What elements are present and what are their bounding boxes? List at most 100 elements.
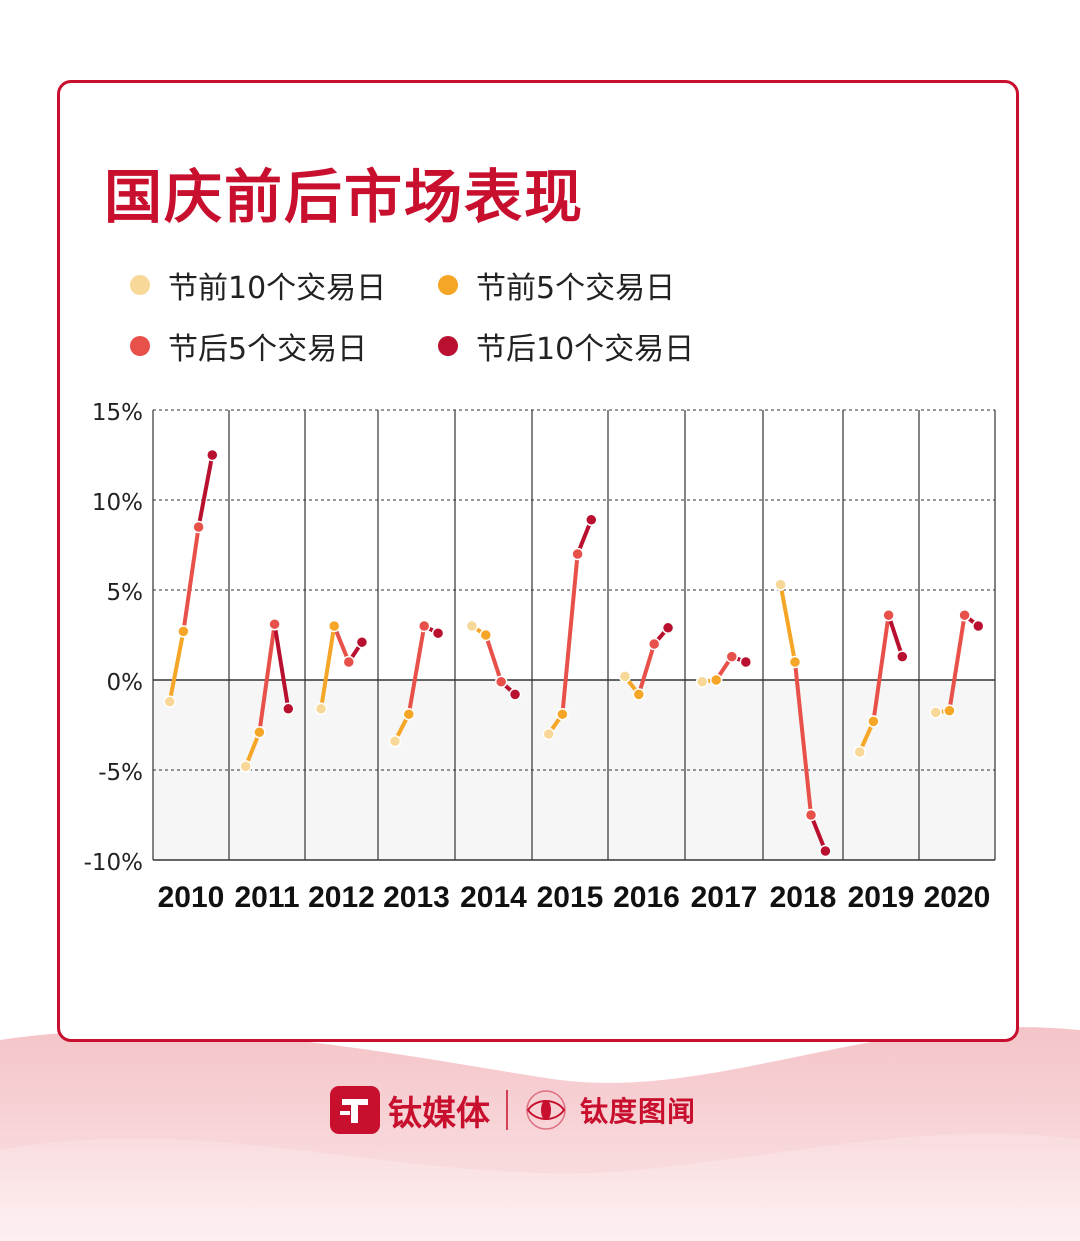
data-point-节前10个交易日 — [388, 734, 402, 748]
x-tick-label: 2019 — [848, 881, 915, 914]
data-point-节后5个交易日 — [342, 655, 356, 669]
data-point-节前5个交易日 — [327, 619, 341, 633]
data-point-节后10个交易日 — [585, 513, 598, 527]
data-point-节后10个交易日 — [739, 655, 753, 669]
x-tick-label: 2012 — [308, 881, 375, 914]
data-point-节后10个交易日 — [661, 621, 675, 635]
series-segment — [871, 613, 891, 724]
data-point-节前10个交易日 — [618, 670, 632, 683]
legend-label-before10: 节前10个交易日 — [168, 271, 387, 306]
legend-dot-after5 — [130, 336, 150, 356]
series-segment — [257, 622, 277, 735]
x-tick-label: 2013 — [383, 881, 450, 914]
legend-item-before5: 节前5个交易日 — [438, 265, 676, 306]
eye-logo-icon — [526, 1090, 566, 1130]
series-segment — [406, 624, 427, 717]
x-tick-label: 2011 — [234, 881, 299, 914]
data-point-节前5个交易日 — [556, 707, 569, 721]
data-point-节前5个交易日 — [402, 707, 416, 721]
x-tick-label: 2016 — [613, 881, 680, 914]
data-point-节后5个交易日 — [192, 520, 205, 534]
series-segment — [181, 525, 201, 634]
data-point-节后5个交易日 — [882, 608, 895, 622]
y-tick-label: -10% — [84, 850, 143, 876]
series-segment — [167, 629, 186, 704]
series-segment — [636, 642, 657, 697]
data-point-节前10个交易日 — [929, 706, 942, 719]
legend-item-after5: 节后5个交易日 — [130, 326, 368, 367]
legend-dot-before5 — [438, 275, 458, 295]
data-point-节前10个交易日 — [695, 675, 709, 689]
legend-item-after10: 节后10个交易日 — [438, 326, 695, 367]
x-tick-label: 2017 — [691, 881, 758, 914]
data-point-节后10个交易日 — [819, 844, 832, 858]
data-point-节前10个交易日 — [314, 702, 328, 716]
series-segment — [560, 552, 580, 717]
data-point-节后5个交易日 — [647, 637, 661, 651]
data-point-节后10个交易日 — [355, 635, 369, 649]
data-point-节后10个交易日 — [972, 619, 985, 633]
data-point-节后5个交易日 — [268, 617, 281, 631]
data-point-节后10个交易日 — [896, 650, 909, 663]
brand-name: 钛媒体 — [388, 1093, 490, 1134]
series-segment — [809, 813, 828, 853]
legend-dot-after10 — [438, 336, 458, 356]
data-point-节后5个交易日 — [958, 608, 971, 622]
chart-card — [57, 80, 1019, 1042]
data-point-节后5个交易日 — [417, 619, 431, 633]
data-point-节后5个交易日 — [571, 547, 584, 561]
data-point-节前10个交易日 — [465, 619, 479, 633]
data-point-节后10个交易日 — [282, 702, 295, 716]
data-point-节前10个交易日 — [542, 727, 555, 741]
data-point-节后5个交易日 — [494, 675, 508, 689]
y-tick-label: 15% — [92, 400, 143, 426]
data-point-节前5个交易日 — [709, 673, 723, 687]
series-segment — [886, 613, 905, 659]
legend-label-after10: 节后10个交易日 — [476, 332, 695, 367]
series-segment — [196, 453, 215, 529]
sub-brand-name: 钛度图闻 — [580, 1095, 697, 1128]
series-segment — [483, 633, 504, 684]
data-point-节前10个交易日 — [163, 695, 176, 708]
series-segment — [319, 624, 337, 711]
data-point-节前5个交易日 — [479, 628, 493, 642]
footer-divider — [506, 1090, 508, 1130]
x-tick-label: 2018 — [770, 881, 837, 914]
data-point-节前10个交易日 — [239, 760, 252, 773]
legend-label-before5: 节前5个交易日 — [476, 271, 676, 306]
series-segment — [793, 660, 813, 817]
series-segment — [778, 582, 797, 664]
series-segment — [947, 613, 967, 713]
data-point-节前5个交易日 — [867, 715, 880, 728]
y-tick-label: -5% — [98, 760, 143, 786]
x-tick-label: 2020 — [924, 881, 991, 914]
footer-logo: 钛媒体 钛度图闻 — [330, 1085, 696, 1135]
data-point-节后10个交易日 — [431, 626, 445, 640]
data-point-节前5个交易日 — [943, 704, 956, 717]
x-tick-label: 2015 — [537, 881, 604, 914]
data-point-节前5个交易日 — [632, 688, 646, 701]
data-point-节前5个交易日 — [253, 725, 266, 739]
brand-logo-icon — [330, 1086, 380, 1134]
x-tick-label: 2014 — [460, 881, 527, 914]
legend-label-after5: 节后5个交易日 — [168, 332, 368, 367]
y-tick-label: 10% — [92, 490, 143, 516]
data-point-节后10个交易日 — [508, 688, 522, 701]
legend-item-before10: 节前10个交易日 — [130, 265, 387, 306]
data-point-节前10个交易日 — [774, 578, 787, 591]
data-point-节前10个交易日 — [853, 745, 866, 759]
x-tick-label: 2010 — [158, 881, 225, 914]
data-point-节前5个交易日 — [177, 625, 190, 638]
y-tick-label: 5% — [107, 580, 144, 606]
series-segment — [332, 624, 351, 664]
legend-dot-before10 — [130, 275, 150, 295]
data-point-节后5个交易日 — [804, 808, 818, 822]
data-point-节后10个交易日 — [206, 448, 219, 462]
y-tick-label: 0% — [107, 670, 144, 696]
data-point-节后5个交易日 — [725, 650, 739, 663]
series-segment — [272, 622, 291, 711]
data-point-节前5个交易日 — [788, 655, 802, 669]
chart-title: 国庆前后市场表现 — [104, 163, 585, 231]
